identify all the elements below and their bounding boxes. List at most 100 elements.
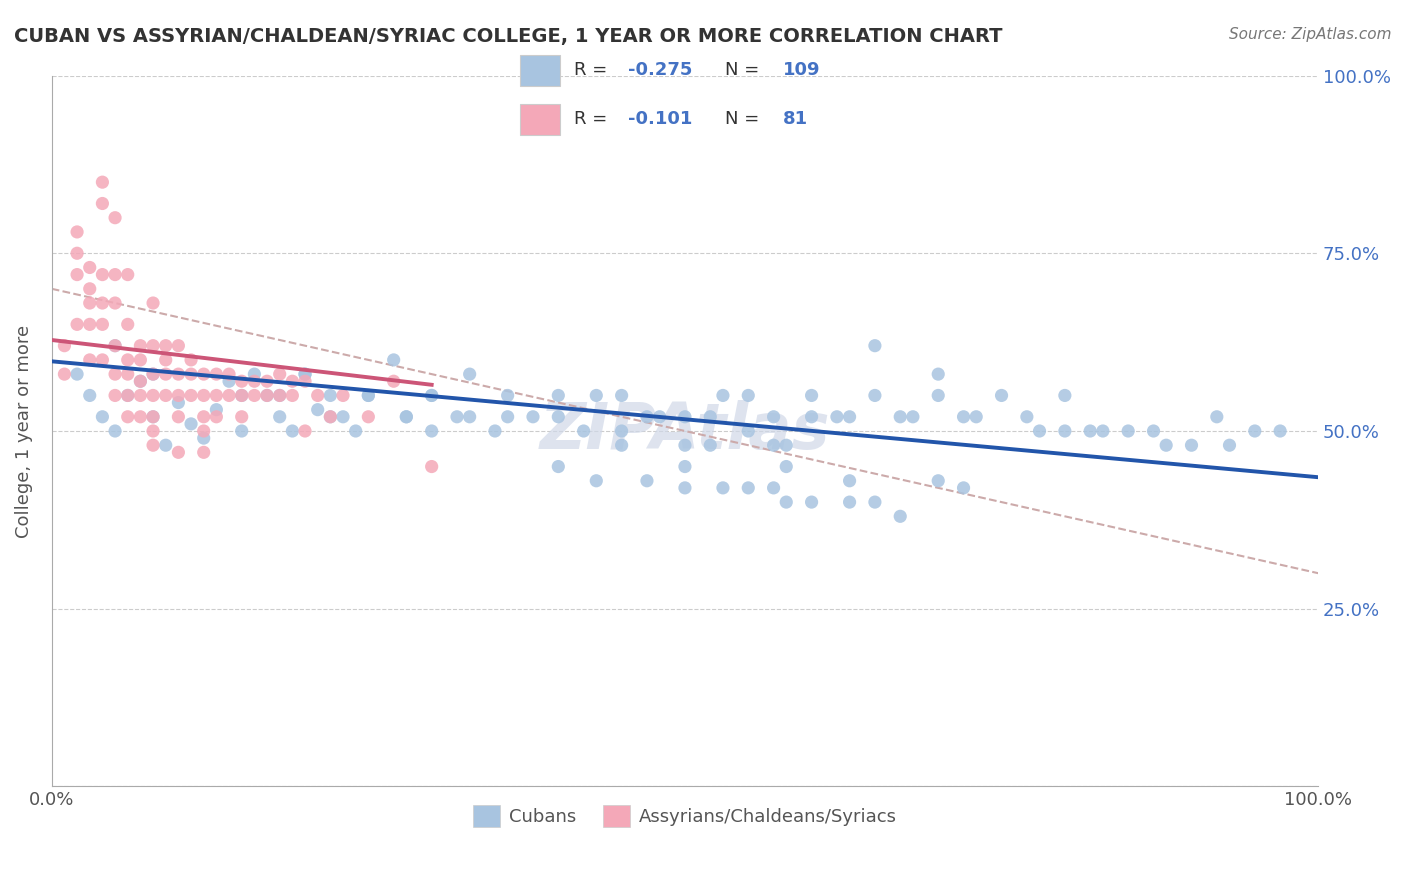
- Point: [117, 388, 139, 402]
- Point: [762, 481, 785, 495]
- Point: [382, 374, 405, 388]
- Point: [104, 424, 127, 438]
- Point: [357, 388, 380, 402]
- Point: [231, 409, 253, 424]
- Point: [167, 339, 190, 353]
- Point: [104, 296, 127, 310]
- Point: [775, 495, 797, 509]
- Point: [547, 409, 569, 424]
- Point: [496, 409, 519, 424]
- Point: [319, 409, 342, 424]
- Point: [155, 438, 177, 452]
- Point: [711, 388, 734, 402]
- Point: [269, 367, 291, 381]
- Point: [800, 388, 823, 402]
- Point: [673, 438, 696, 452]
- Point: [395, 409, 418, 424]
- Point: [952, 481, 974, 495]
- Point: [129, 339, 152, 353]
- Point: [167, 367, 190, 381]
- Point: [294, 424, 316, 438]
- Point: [838, 495, 860, 509]
- Point: [1116, 424, 1139, 438]
- Point: [256, 388, 278, 402]
- Point: [927, 474, 949, 488]
- Point: [889, 409, 911, 424]
- Point: [142, 409, 165, 424]
- Point: [91, 409, 114, 424]
- Point: [1091, 424, 1114, 438]
- Point: [294, 374, 316, 388]
- Text: N =: N =: [725, 62, 765, 79]
- Point: [420, 424, 443, 438]
- Point: [142, 367, 165, 381]
- Point: [104, 339, 127, 353]
- Point: [180, 388, 202, 402]
- Point: [420, 388, 443, 402]
- Point: [205, 402, 228, 417]
- Point: [155, 352, 177, 367]
- Point: [965, 409, 987, 424]
- Point: [91, 352, 114, 367]
- Point: [838, 474, 860, 488]
- Point: [572, 424, 595, 438]
- Point: [167, 388, 190, 402]
- Point: [294, 367, 316, 381]
- Point: [231, 388, 253, 402]
- Point: [256, 388, 278, 402]
- Point: [129, 374, 152, 388]
- Point: [927, 367, 949, 381]
- Point: [231, 374, 253, 388]
- Point: [1053, 424, 1076, 438]
- Point: [243, 388, 266, 402]
- Point: [79, 352, 101, 367]
- Point: [458, 409, 481, 424]
- Point: [117, 409, 139, 424]
- Point: [737, 481, 759, 495]
- Point: [218, 374, 240, 388]
- Point: [838, 409, 860, 424]
- Point: [66, 246, 89, 260]
- Point: [1053, 388, 1076, 402]
- Point: [53, 339, 76, 353]
- Point: [1142, 424, 1164, 438]
- Point: [382, 352, 405, 367]
- Point: [357, 409, 380, 424]
- Point: [117, 367, 139, 381]
- Point: [496, 388, 519, 402]
- Point: [104, 211, 127, 225]
- Point: [155, 339, 177, 353]
- Point: [142, 388, 165, 402]
- Point: [307, 402, 329, 417]
- Point: [610, 388, 633, 402]
- Point: [1205, 409, 1227, 424]
- Point: [205, 367, 228, 381]
- Point: [332, 409, 354, 424]
- Point: [610, 438, 633, 452]
- Point: [737, 388, 759, 402]
- Point: [167, 395, 190, 409]
- Point: [193, 424, 215, 438]
- Point: [269, 388, 291, 402]
- Point: [193, 445, 215, 459]
- Point: [762, 409, 785, 424]
- Point: [117, 268, 139, 282]
- Point: [91, 296, 114, 310]
- Point: [104, 388, 127, 402]
- Bar: [520, 55, 560, 86]
- Point: [193, 367, 215, 381]
- Point: [66, 367, 89, 381]
- Point: [66, 225, 89, 239]
- Point: [648, 409, 671, 424]
- Point: [1243, 424, 1265, 438]
- Point: [243, 367, 266, 381]
- Point: [420, 388, 443, 402]
- Point: [129, 409, 152, 424]
- Point: [1268, 424, 1291, 438]
- Point: [129, 388, 152, 402]
- Point: [142, 339, 165, 353]
- Text: Source: ZipAtlas.com: Source: ZipAtlas.com: [1229, 27, 1392, 42]
- Point: [889, 509, 911, 524]
- Text: R =: R =: [574, 111, 613, 128]
- Point: [294, 367, 316, 381]
